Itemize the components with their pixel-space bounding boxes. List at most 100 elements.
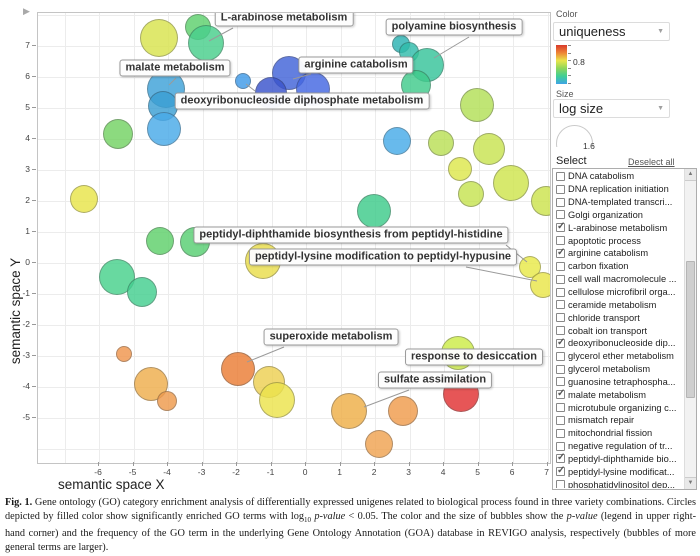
go-term-label[interactable]: superoxide metabolism bbox=[263, 328, 399, 346]
caption-segment: Gene ontology (GO) category enrichment a… bbox=[5, 497, 697, 522]
go-term-bubble[interactable] bbox=[146, 111, 181, 146]
term-row: DNA-templated transcri... bbox=[553, 196, 683, 209]
term-label-text: peptidyl-diphthamide bio... bbox=[568, 453, 677, 464]
term-label-text: glycerol metabolism bbox=[568, 364, 651, 375]
go-term-bubble[interactable] bbox=[427, 129, 454, 156]
term-label-text: cellulose microfibril orga... bbox=[568, 287, 676, 298]
x-tick-label: 7 bbox=[544, 467, 549, 477]
term-checkbox[interactable] bbox=[556, 480, 565, 488]
term-checkbox[interactable] bbox=[556, 236, 565, 246]
go-term-bubble[interactable] bbox=[365, 430, 394, 459]
x-tick-label: -2 bbox=[232, 467, 240, 477]
go-term-bubble[interactable] bbox=[447, 156, 472, 181]
x-tick-label: 6 bbox=[509, 467, 515, 477]
x-tick-label: 4 bbox=[440, 467, 446, 477]
go-term-bubble[interactable] bbox=[103, 118, 134, 149]
term-checkbox[interactable] bbox=[556, 287, 565, 297]
term-checkbox[interactable]: ✓ bbox=[556, 465, 565, 477]
go-term-bubble[interactable] bbox=[388, 395, 419, 426]
go-term-bubble[interactable] bbox=[331, 392, 368, 429]
go-term-bubble[interactable] bbox=[493, 164, 529, 201]
go-term-bubble[interactable] bbox=[127, 277, 158, 308]
term-checkbox[interactable] bbox=[556, 261, 565, 271]
go-term-label[interactable]: peptidyl-lysine modification to peptidyl… bbox=[248, 248, 518, 266]
term-checkbox[interactable]: ✓ bbox=[556, 221, 565, 233]
collapse-arrow-icon[interactable]: ▶ bbox=[23, 6, 30, 16]
go-term-bubble[interactable] bbox=[221, 352, 256, 387]
colorbar bbox=[556, 45, 567, 84]
term-list: DNA catabolism DNA replication initiation… bbox=[552, 168, 697, 490]
term-row: cell wall macromolecule ... bbox=[553, 273, 683, 286]
go-term-bubble[interactable] bbox=[188, 24, 225, 61]
size-section-label: Size bbox=[556, 89, 574, 99]
go-term-label[interactable]: polyamine biosynthesis bbox=[385, 18, 523, 36]
scroll-down-icon[interactable]: ▼ bbox=[685, 477, 696, 489]
term-label-text: glycerol ether metabolism bbox=[568, 351, 674, 362]
go-term-bubble[interactable] bbox=[383, 126, 412, 155]
term-checkbox[interactable] bbox=[556, 428, 565, 438]
go-term-label[interactable]: peptidyl-diphthamide biosynthesis from p… bbox=[193, 226, 509, 244]
go-term-bubble[interactable] bbox=[259, 382, 296, 419]
deselect-all-link[interactable]: Deselect all bbox=[628, 157, 675, 167]
term-checkbox[interactable] bbox=[556, 197, 565, 207]
go-term-bubble[interactable] bbox=[146, 226, 175, 255]
term-checkbox[interactable] bbox=[556, 364, 565, 374]
term-checkbox[interactable] bbox=[556, 274, 565, 284]
y-tick-mark bbox=[32, 106, 36, 108]
go-term-label[interactable]: deoxyribonucleoside diphosphate metaboli… bbox=[174, 92, 430, 110]
go-term-bubble[interactable] bbox=[530, 271, 550, 298]
term-row: microtubule organizing c... bbox=[553, 401, 683, 414]
term-label-text: guanosine tetraphospha... bbox=[568, 376, 676, 387]
term-label-text: carbon fixation bbox=[568, 261, 629, 272]
scrollbar-thumb[interactable] bbox=[686, 261, 695, 398]
go-term-bubble[interactable] bbox=[70, 185, 99, 214]
term-checkbox[interactable] bbox=[556, 300, 565, 310]
go-term-bubble[interactable] bbox=[472, 132, 505, 165]
term-checkbox[interactable]: ✓ bbox=[556, 247, 565, 258]
term-checkbox[interactable] bbox=[556, 313, 565, 323]
go-term-bubble[interactable] bbox=[357, 193, 392, 228]
term-checkbox[interactable] bbox=[556, 351, 565, 361]
y-tick-mark bbox=[32, 323, 36, 325]
go-term-bubble[interactable] bbox=[531, 185, 550, 216]
figure-caption: Fig. 1. Gene ontology (GO) category enri… bbox=[5, 496, 696, 555]
go-term-bubble[interactable] bbox=[157, 390, 178, 411]
go-term-bubble[interactable] bbox=[457, 180, 484, 207]
term-checkbox[interactable] bbox=[556, 403, 565, 413]
term-checkbox[interactable] bbox=[556, 326, 565, 336]
y-tick-label: 5 bbox=[25, 101, 30, 112]
term-checkbox[interactable] bbox=[556, 184, 565, 194]
gridline bbox=[38, 449, 550, 451]
term-checkbox[interactable] bbox=[556, 210, 565, 220]
term-row: Golgi organization bbox=[553, 209, 683, 222]
term-checkbox[interactable] bbox=[556, 441, 565, 451]
go-term-bubble[interactable] bbox=[115, 346, 132, 363]
size-metric-value: log size bbox=[559, 101, 604, 116]
go-term-bubble[interactable] bbox=[234, 72, 251, 89]
term-checkbox[interactable] bbox=[556, 377, 565, 387]
scroll-up-icon[interactable]: ▲ bbox=[685, 169, 696, 181]
gridline bbox=[38, 324, 550, 326]
x-tick-mark bbox=[443, 462, 445, 466]
go-term-label[interactable]: L-arabinose metabolism bbox=[214, 13, 354, 27]
go-term-bubble[interactable] bbox=[460, 87, 495, 122]
size-metric-select[interactable]: log size ▼ bbox=[553, 99, 670, 118]
scrollbar[interactable]: ▲ ▼ bbox=[684, 169, 696, 489]
gridline bbox=[38, 45, 550, 47]
go-term-label[interactable]: response to desiccation bbox=[405, 348, 543, 366]
term-row: glycerol metabolism bbox=[553, 363, 683, 376]
go-term-label[interactable]: sulfate assimilation bbox=[377, 371, 493, 389]
go-term-bubble[interactable] bbox=[140, 18, 179, 57]
go-term-label[interactable]: malate metabolism bbox=[119, 59, 231, 77]
y-tick-label: -3 bbox=[22, 350, 30, 360]
gridline bbox=[38, 293, 550, 295]
go-term-label[interactable]: arginine catabolism bbox=[298, 56, 414, 74]
term-checkbox[interactable]: ✓ bbox=[556, 337, 565, 348]
y-tick-mark bbox=[32, 261, 36, 263]
term-label-text: cobalt ion transport bbox=[568, 325, 648, 336]
color-metric-select[interactable]: uniqueness ▼ bbox=[553, 22, 670, 41]
term-checkbox[interactable] bbox=[556, 171, 565, 181]
term-checkbox[interactable]: ✓ bbox=[556, 452, 565, 464]
term-checkbox[interactable] bbox=[556, 415, 565, 425]
term-checkbox[interactable]: ✓ bbox=[556, 388, 565, 400]
